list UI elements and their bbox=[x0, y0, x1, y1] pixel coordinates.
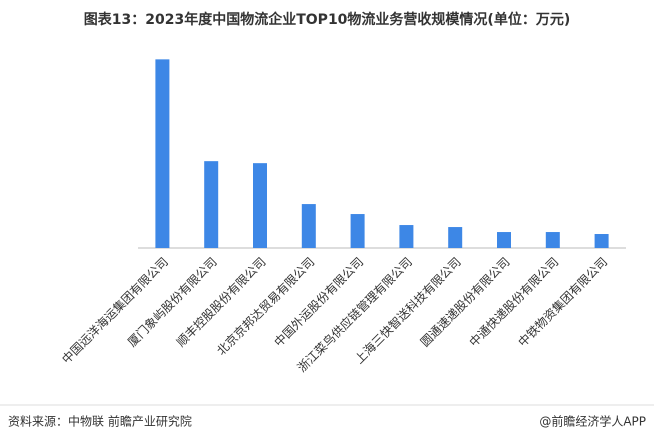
x-tick-label: 圆通速递股份有限公司 bbox=[418, 255, 513, 350]
source-note: 资料来源：中物联 前瞻产业研究院 bbox=[8, 414, 192, 429]
x-tick-label: 中国外运股份有限公司 bbox=[271, 254, 366, 349]
bar bbox=[594, 234, 609, 248]
x-tick-label: 中铁物资集团有限公司 bbox=[515, 254, 610, 349]
bar bbox=[204, 161, 219, 248]
x-tick-label: 中通快递股份有限公司 bbox=[466, 254, 561, 349]
bar bbox=[448, 227, 463, 248]
chart-title: 图表13：2023年度中国物流企业TOP10物流业务营收规模情况(单位：万元) bbox=[84, 11, 570, 28]
bar bbox=[155, 59, 170, 248]
bar bbox=[253, 163, 267, 248]
bar bbox=[399, 225, 414, 248]
x-tick-label: 厦门象屿股份有限公司 bbox=[124, 254, 219, 349]
bar bbox=[301, 204, 316, 248]
brand: @前瞻经济学人APP bbox=[539, 414, 646, 429]
x-tick-label: 北京京邦达贸易有限公司 bbox=[214, 255, 317, 358]
bar bbox=[545, 232, 560, 248]
bar bbox=[350, 214, 365, 248]
bar bbox=[497, 232, 511, 248]
x-tick-label: 顺丰控股股份有限公司 bbox=[174, 255, 269, 350]
